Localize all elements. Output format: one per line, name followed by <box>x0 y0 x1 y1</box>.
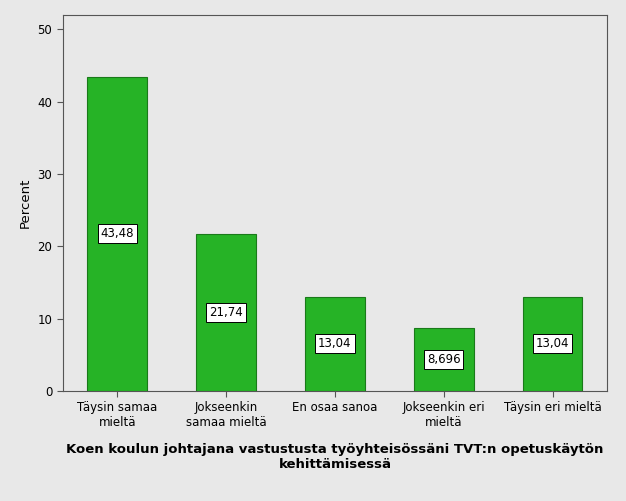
Text: 13,04: 13,04 <box>536 337 569 350</box>
Text: 21,74: 21,74 <box>209 306 243 319</box>
Text: 13,04: 13,04 <box>318 337 352 350</box>
Y-axis label: Percent: Percent <box>19 178 32 228</box>
Bar <box>196 233 256 391</box>
Bar <box>523 297 582 391</box>
Text: 43,48: 43,48 <box>101 227 134 240</box>
Bar <box>88 77 147 391</box>
X-axis label: Koen koulun johtajana vastustusta työyhteisössäni TVT:n opetuskäytön
kehittämise: Koen koulun johtajana vastustusta työyht… <box>66 443 603 471</box>
Bar <box>305 297 365 391</box>
Text: 8,696: 8,696 <box>427 353 461 366</box>
Bar <box>414 328 474 391</box>
